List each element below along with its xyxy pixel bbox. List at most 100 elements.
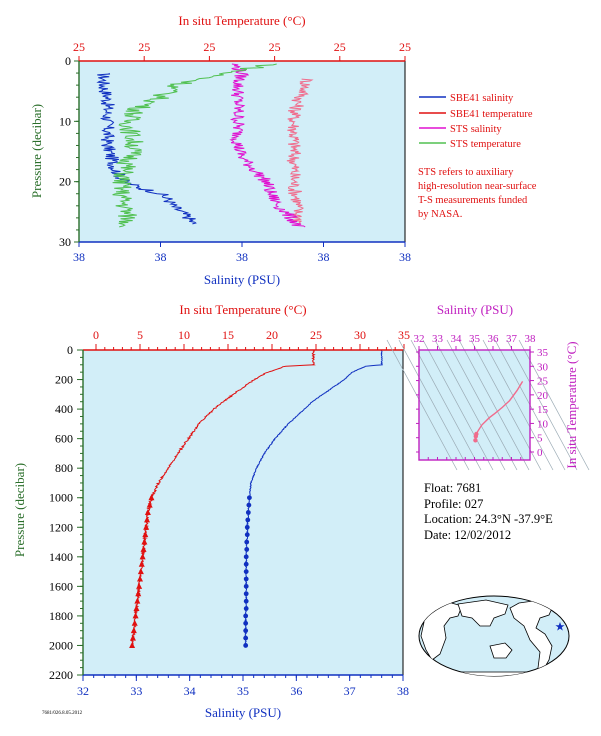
- main-panel-left-axis-title: Pressure (decibar): [12, 463, 27, 557]
- full-depth-chart: 0200400600800100012001400160018002000220…: [12, 302, 590, 720]
- ts-top-tick-label: 33: [432, 333, 444, 345]
- ts-point: [474, 431, 479, 437]
- y-tick-label: 800: [55, 461, 73, 475]
- top-tick-label: 25: [310, 328, 322, 342]
- continent-asia: [457, 599, 509, 627]
- top-tick-label: 25: [203, 40, 215, 54]
- full-depth-series: [129, 349, 383, 648]
- salinity-marker: [243, 643, 249, 648]
- temperature-marker: [133, 605, 140, 612]
- legend-label-sts-temperature: STS temperature: [450, 139, 521, 150]
- ts-point: [473, 438, 478, 443]
- salinity-marker: [245, 517, 251, 523]
- salinity-marker: [243, 561, 249, 567]
- salinity-marker: [243, 598, 249, 604]
- bottom-tick-label: 34: [184, 684, 196, 698]
- salinity-marker: [243, 606, 249, 611]
- ts-panel-right-axis-title: In situ Temperature (°C): [564, 341, 579, 468]
- y-tick-label: 30: [59, 235, 71, 249]
- float-info: Float: 7681 Profile: 027 Location: 24.3°…: [424, 481, 553, 543]
- near-surface-chart: 0 10 20 30 25 25 25 25 25 25 38 38 38 38 38 In situ Te…: [29, 13, 537, 287]
- top-tick-label: 0: [93, 328, 99, 342]
- temperature-marker: [129, 634, 136, 641]
- salinity-marker: [243, 620, 249, 626]
- ts-top-tick-label: 32: [414, 333, 425, 345]
- ts-right-tick-label: 30: [537, 361, 549, 373]
- top-tick-label: 5: [137, 328, 143, 342]
- bottom-tick-label: 38: [73, 250, 85, 264]
- top-tick-label: 25: [269, 40, 281, 54]
- ts-series: [473, 381, 524, 443]
- temperature-marker: [143, 523, 150, 530]
- ts-right-tick-label: 0: [537, 447, 543, 459]
- near-surface-ticks: 0 10 20 30 25 25 25 25 25 25 38 38 38 38 38: [59, 40, 411, 264]
- salinity-marker: [244, 524, 250, 530]
- temperature-marker: [130, 627, 137, 634]
- continent-americas: [509, 599, 554, 673]
- series-line-sbe41-salinity: [96, 72, 197, 225]
- salinity-marker: [243, 591, 249, 597]
- ts-plot-area: [419, 350, 530, 460]
- density-contour: [434, 339, 506, 471]
- ts-ticks: 32 33 34 35 36 37 38 0 5 10 15 20 25 30 35: [414, 333, 549, 460]
- y-tick-label: 200: [55, 373, 73, 387]
- salinity-marker: [243, 569, 249, 574]
- top-tick-label: 35: [398, 328, 410, 342]
- ts-right-tick-label: 35: [537, 347, 549, 359]
- temperature-marker: [144, 516, 151, 523]
- ts-right-tick-label: 20: [537, 390, 549, 402]
- temperature-marker: [137, 575, 143, 582]
- location: Location: 24.3°N -37.9°E: [424, 512, 553, 526]
- ts-top-tick-label: 35: [469, 333, 481, 345]
- salinity-marker: [243, 635, 249, 641]
- y-tick-label: 2000: [49, 638, 73, 652]
- top-panel-bottom-axis-title: Salinity (PSU): [204, 272, 280, 287]
- y-tick-label: 10: [59, 114, 71, 128]
- float-id: Float: 7681: [424, 481, 482, 495]
- ts-top-tick-label: 38: [525, 333, 537, 345]
- density-contour: [446, 339, 518, 471]
- sts-note-line-3: T-S measurements funded: [418, 195, 528, 206]
- temperature-marker: [135, 590, 142, 597]
- density-contour: [470, 339, 542, 471]
- density-contour: [506, 339, 578, 471]
- top-tick-label: 15: [222, 328, 234, 342]
- top-tick-label: 25: [334, 40, 346, 54]
- legend-label-sbe41-temperature: SBE41 temperature: [450, 109, 533, 120]
- y-tick-label: 1200: [49, 520, 73, 534]
- file-stamp: 7681/026.8.05.2012: [42, 711, 83, 716]
- y-tick-label: 600: [55, 432, 73, 446]
- ts-top-tick-label: 37: [506, 333, 518, 345]
- density-contour: [398, 339, 470, 471]
- y-tick-label: 2200: [49, 668, 73, 682]
- salinity-marker: [244, 547, 250, 552]
- main-panel-top-axis-title: In situ Temperature (°C): [179, 302, 306, 317]
- sts-note: STS refers to auxiliary high-resolution …: [418, 167, 537, 220]
- sts-note-line-2: high-resolution near-surface: [418, 181, 537, 192]
- temperature-marker: [141, 538, 148, 545]
- y-tick-label: 0: [67, 343, 73, 357]
- temperature-marker: [131, 619, 138, 626]
- y-tick-label: 1400: [49, 550, 73, 564]
- temperature-marker: [148, 494, 155, 501]
- bottom-tick-label: 36: [290, 684, 302, 698]
- density-contour: [458, 339, 530, 471]
- legend-label-sts-salinity: STS salinity: [450, 124, 502, 135]
- salinity-marker: [243, 583, 249, 589]
- ts-right-tick-label: 10: [537, 418, 549, 430]
- density-contour: [518, 339, 590, 471]
- salinity-marker: [244, 532, 250, 538]
- near-surface-series: [96, 63, 314, 228]
- density-contour: [422, 339, 494, 471]
- temperature-marker: [146, 501, 153, 508]
- float-location-marker: [555, 622, 565, 631]
- salinity-marker: [246, 502, 252, 508]
- bottom-tick-label: 37: [344, 684, 356, 698]
- bottom-tick-label: 38: [318, 250, 330, 264]
- top-tick-label: 25: [73, 40, 85, 54]
- sts-note-line-4: by NASA.: [418, 209, 462, 220]
- temperature-marker: [129, 641, 136, 648]
- full-depth-ticks: 0200400600800100012001400160018002000220…: [49, 328, 410, 698]
- top-tick-label: 10: [178, 328, 190, 342]
- top-panel-top-axis-title: In situ Temperature (°C): [178, 13, 305, 28]
